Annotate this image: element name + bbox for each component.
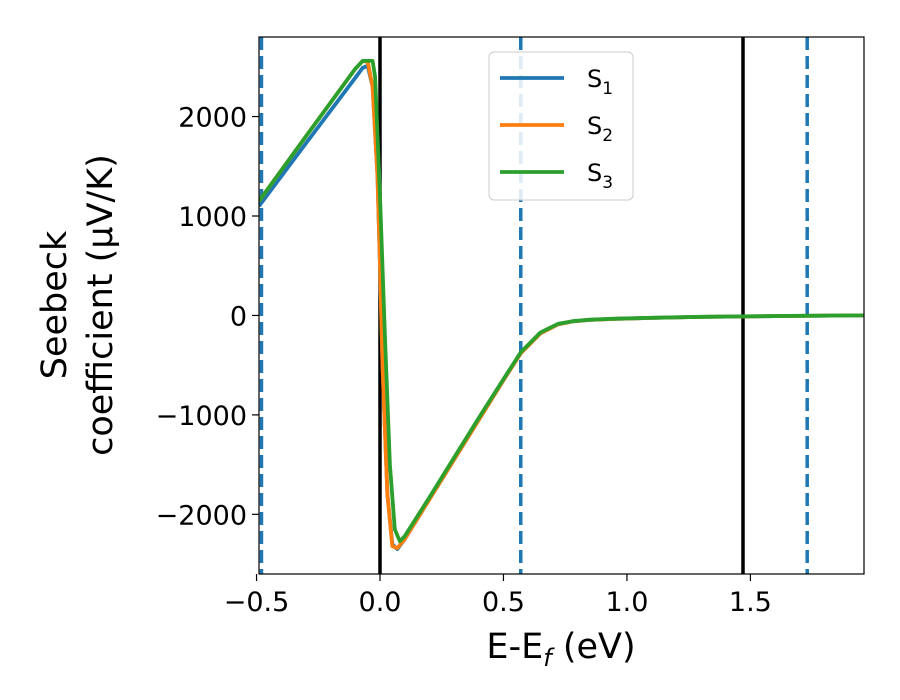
legend: S1 S2 S3 — [488, 51, 634, 201]
plot-frame — [258, 36, 865, 575]
y-tick-label: 0 — [230, 301, 247, 332]
x-axis-label: E-Ef (eV) — [486, 627, 635, 672]
y-tick-label: −2000 — [156, 500, 247, 531]
y-axis-label: Seebeck coefficient (μV/K) — [35, 154, 121, 456]
x-axis: −0.5 0.0 0.5 1.0 1.5 — [224, 574, 772, 618]
series-line-s3 — [259, 59, 864, 544]
y-axis-label-line1: Seebeck — [35, 230, 75, 379]
y-tick-label: −1000 — [156, 401, 247, 432]
x-tick-label: 0.0 — [359, 587, 402, 618]
y-axis: −2000 −1000 0 1000 2000 — [156, 103, 259, 531]
series-lines — [259, 59, 864, 551]
y-tick-label: 2000 — [178, 103, 247, 134]
x-tick-label: 1.0 — [605, 587, 648, 618]
x-tick-label: −0.5 — [224, 587, 290, 618]
legend-label-s3: S3 — [587, 159, 613, 193]
y-tick-label: 1000 — [178, 202, 247, 233]
x-tick-label: 1.5 — [729, 587, 772, 618]
legend-label-s1: S1 — [587, 65, 613, 99]
y-axis-label-line2: coefficient (μV/K) — [81, 154, 121, 456]
legend-label-s2: S2 — [587, 112, 613, 146]
x-tick-label: 0.5 — [482, 587, 525, 618]
